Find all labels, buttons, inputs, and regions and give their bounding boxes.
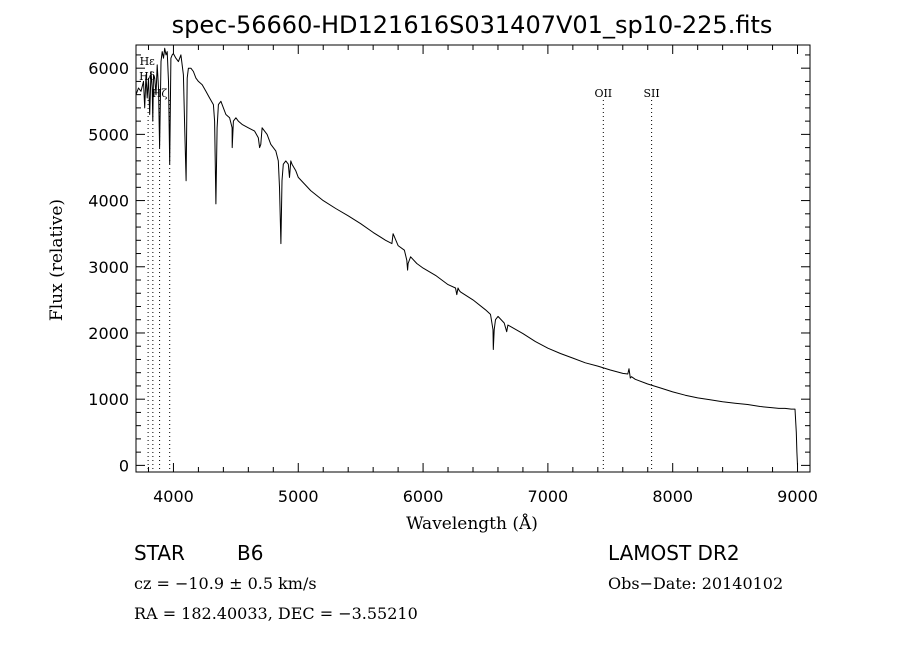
x-tick-label: 7000 bbox=[528, 487, 569, 506]
object-class: STAR bbox=[134, 541, 185, 565]
y-tick-label: 2000 bbox=[88, 324, 129, 343]
x-tick-label: 4000 bbox=[153, 487, 194, 506]
redshift-value: cz = −10.9 ± 0.5 km/s bbox=[134, 574, 317, 593]
spectral-line-label: SII bbox=[643, 87, 659, 100]
x-tick-label: 8000 bbox=[652, 487, 693, 506]
x-tick-label: 9000 bbox=[777, 487, 818, 506]
spectral-line-label: OII bbox=[594, 87, 612, 100]
coordinates: RA = 182.40033, DEC = −3.55210 bbox=[134, 604, 418, 623]
y-tick-label: 3000 bbox=[88, 258, 129, 277]
y-tick-label: 5000 bbox=[88, 125, 129, 144]
chart-title: spec-56660-HD121616S031407V01_sp10-225.f… bbox=[172, 11, 773, 39]
x-axis-label: Wavelength (Å) bbox=[406, 513, 538, 534]
object-subclass: B6 bbox=[237, 541, 264, 565]
spectral-line-label: Hε bbox=[140, 55, 156, 68]
spectral-line-label: Hζ bbox=[152, 87, 168, 100]
plot-area: 4000 5000 6000 7000 8000 9000 0 1000 2000 3000 400… bbox=[88, 44, 818, 506]
observation-date: Obs−Date: 20140102 bbox=[608, 574, 784, 593]
x-tick-label: 5000 bbox=[278, 487, 319, 506]
plot-frame bbox=[135, 44, 811, 473]
survey-name: LAMOST DR2 bbox=[608, 541, 740, 565]
spectrum-line bbox=[135, 47, 798, 466]
x-tick-label: 6000 bbox=[403, 487, 444, 506]
y-tick-label: 6000 bbox=[88, 59, 129, 78]
y-tick-label: 4000 bbox=[88, 192, 129, 211]
y-tick-label: 0 bbox=[119, 456, 129, 475]
y-tick-label: 1000 bbox=[88, 390, 129, 409]
y-axis-label: Flux (relative) bbox=[47, 199, 67, 321]
